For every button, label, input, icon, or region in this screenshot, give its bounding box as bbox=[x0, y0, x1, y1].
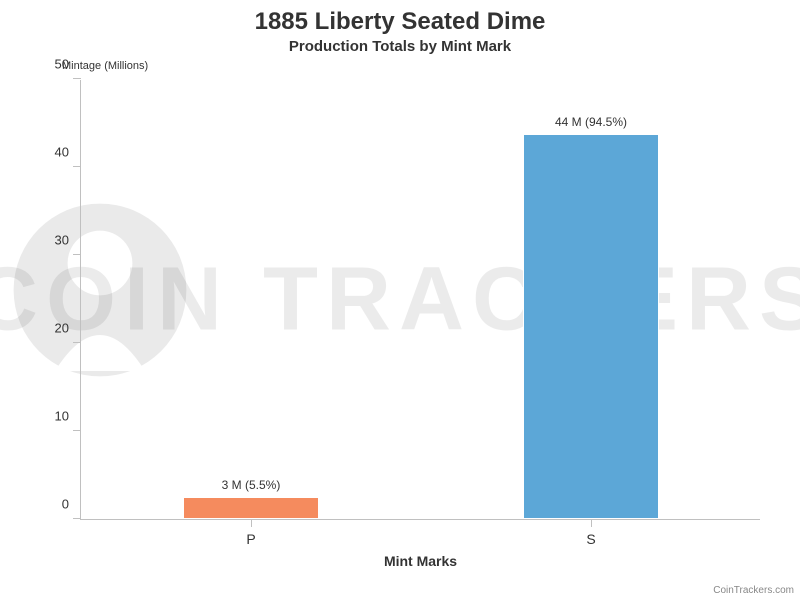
plot-area: Mint Marks 01020304050P3 M (5.5%)S44 M (… bbox=[80, 80, 760, 520]
y-tick bbox=[73, 166, 81, 167]
bar: 3 M (5.5%) bbox=[183, 497, 319, 519]
y-tick-label: 40 bbox=[55, 145, 69, 160]
credit-text: CoinTrackers.com bbox=[713, 585, 794, 596]
chart-subtitle: Production Totals by Mint Mark bbox=[0, 38, 800, 55]
y-tick bbox=[73, 518, 81, 519]
y-tick bbox=[73, 342, 81, 343]
y-tick-label: 30 bbox=[55, 233, 69, 248]
y-tick bbox=[73, 254, 81, 255]
y-tick bbox=[73, 78, 81, 79]
x-tick bbox=[591, 519, 592, 527]
x-tick-label: P bbox=[246, 531, 255, 547]
x-tick bbox=[251, 519, 252, 527]
y-tick-label: 20 bbox=[55, 321, 69, 336]
bar-value-label: 44 M (94.5%) bbox=[555, 115, 627, 129]
y-tick-label: 10 bbox=[55, 409, 69, 424]
bar-value-label: 3 M (5.5%) bbox=[222, 478, 281, 492]
y-tick-label: 0 bbox=[62, 497, 69, 512]
y-axis-title: Mintage (Millions) bbox=[62, 60, 148, 72]
chart-title: 1885 Liberty Seated Dime bbox=[0, 8, 800, 36]
bar: 44 M (94.5%) bbox=[523, 134, 659, 519]
y-tick bbox=[73, 430, 81, 431]
x-tick-label: S bbox=[586, 531, 595, 547]
title-block: 1885 Liberty Seated Dime Production Tota… bbox=[0, 8, 800, 55]
y-tick-label: 50 bbox=[55, 57, 69, 72]
x-axis-title: Mint Marks bbox=[384, 553, 457, 569]
